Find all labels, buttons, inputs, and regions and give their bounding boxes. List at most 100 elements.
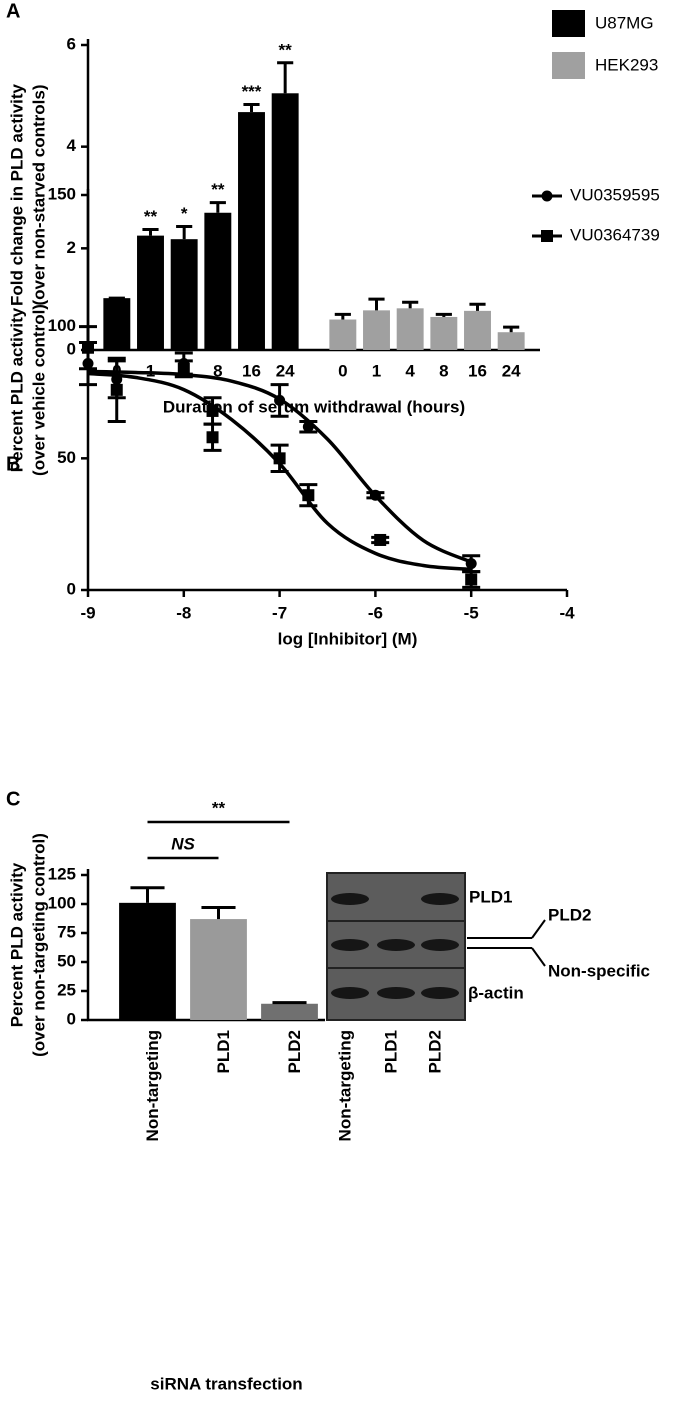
data-point: [302, 489, 315, 502]
bar: [430, 316, 458, 350]
legend-marker: [541, 190, 553, 202]
data-point: [369, 489, 381, 501]
bar: [396, 308, 424, 350]
y-tick-label: 4: [67, 136, 77, 155]
bar: [271, 93, 299, 351]
legend-marker: [541, 230, 553, 242]
x-tick-label: PLD2: [285, 1030, 304, 1073]
data-point: [177, 362, 190, 375]
data-point: [206, 404, 219, 417]
y-axis-label: Percent PLD activity: [7, 862, 26, 1027]
x-tick-label: -4: [559, 603, 575, 622]
bar: [119, 902, 176, 1020]
lane-label: Non-targeting: [335, 1030, 354, 1141]
bar: [238, 112, 265, 350]
significance: NS: [171, 834, 195, 853]
significance: **: [212, 798, 226, 817]
x-axis-label: siRNA transfection: [150, 1374, 302, 1393]
x-tick-label: -6: [368, 603, 383, 622]
blot-band: [421, 893, 459, 905]
y-tick-label: 0: [67, 1009, 76, 1028]
blot-band: [377, 939, 415, 951]
bar: [329, 319, 357, 350]
data-point: [465, 573, 478, 586]
y-axis-label: (over non-targeting control): [29, 833, 48, 1057]
x-axis-label: log [Inhibitor] (M): [278, 629, 418, 648]
bar: [190, 919, 247, 1020]
y-axis-label: (over vehicle control): [29, 304, 48, 476]
x-tick-label: -5: [464, 603, 479, 622]
x-tick-label: Non-targeting: [143, 1030, 162, 1141]
bar: [363, 310, 390, 350]
bar: [103, 298, 131, 350]
panel-label: B: [6, 453, 20, 475]
x-tick-label: -8: [176, 603, 191, 622]
bar: [464, 310, 491, 350]
data-point: [82, 341, 94, 354]
y-axis-label: (over non-starved controls): [29, 84, 48, 305]
legend-label: U87MG: [595, 13, 654, 32]
band-label: Non-specific: [548, 961, 650, 980]
y-axis-label: Percent PLD activity: [7, 307, 26, 472]
legend-swatch: [552, 10, 585, 37]
bar: [261, 1003, 318, 1020]
x-tick-label: 1: [372, 361, 381, 380]
lane-label: PLD2: [425, 1030, 444, 1073]
significance: **: [279, 40, 293, 59]
blot-band: [377, 987, 415, 999]
connector: [531, 947, 546, 967]
bar: [137, 235, 164, 350]
legend-label: VU0359595: [570, 185, 660, 204]
data-point: [374, 533, 387, 546]
y-tick-label: 50: [57, 448, 76, 467]
data-point: [302, 421, 314, 433]
panel-label: C: [6, 788, 20, 810]
blot-band: [331, 939, 369, 951]
y-tick-label: 100: [48, 316, 76, 335]
connector: [531, 919, 546, 939]
y-tick-label: 0: [67, 339, 76, 358]
x-tick-label: 1: [146, 361, 155, 380]
y-tick-label: 25: [57, 980, 76, 999]
significance: **: [211, 180, 225, 199]
x-tick-label: -9: [80, 603, 95, 622]
blot-band: [331, 893, 369, 905]
legend-label: HEK293: [595, 55, 658, 74]
x-tick-label: 8: [439, 361, 448, 380]
legend-label: VU0364739: [570, 225, 660, 244]
band-label: PLD2: [548, 905, 591, 924]
significance: ***: [242, 82, 262, 101]
significance: *: [181, 204, 188, 223]
band-label: PLD1: [469, 887, 512, 906]
x-tick-label: 24: [276, 361, 295, 380]
x-tick-label: 16: [242, 361, 261, 380]
blot-band: [331, 987, 369, 999]
x-tick-label: 4: [405, 361, 415, 380]
western-blot: [326, 872, 466, 1021]
x-tick-label: 8: [213, 361, 222, 380]
y-tick-label: 50: [57, 951, 76, 970]
x-tick-label: 16: [468, 361, 487, 380]
band-label: β-actin: [468, 983, 524, 1002]
y-tick-label: 150: [48, 184, 76, 203]
data-point: [110, 383, 123, 396]
data-point: [274, 394, 286, 406]
y-axis-label: Fold change in PLD activity: [7, 83, 26, 306]
y-tick-label: 100: [48, 893, 76, 912]
bar: [497, 332, 525, 350]
panel-label: A: [6, 0, 20, 22]
x-axis-label: Duration of serum withdrawal (hours): [163, 397, 465, 416]
x-tick-label: PLD1: [214, 1030, 233, 1073]
blot-band: [421, 939, 459, 951]
blot-band: [421, 987, 459, 999]
data-point: [273, 452, 286, 465]
significance: **: [144, 207, 158, 226]
data-point: [465, 558, 477, 570]
y-tick-label: 2: [67, 238, 76, 257]
y-tick-label: 75: [57, 922, 76, 941]
x-tick-label: 0: [338, 361, 347, 380]
y-tick-label: 6: [67, 34, 76, 53]
bar: [204, 212, 232, 350]
legend-swatch: [552, 52, 585, 79]
